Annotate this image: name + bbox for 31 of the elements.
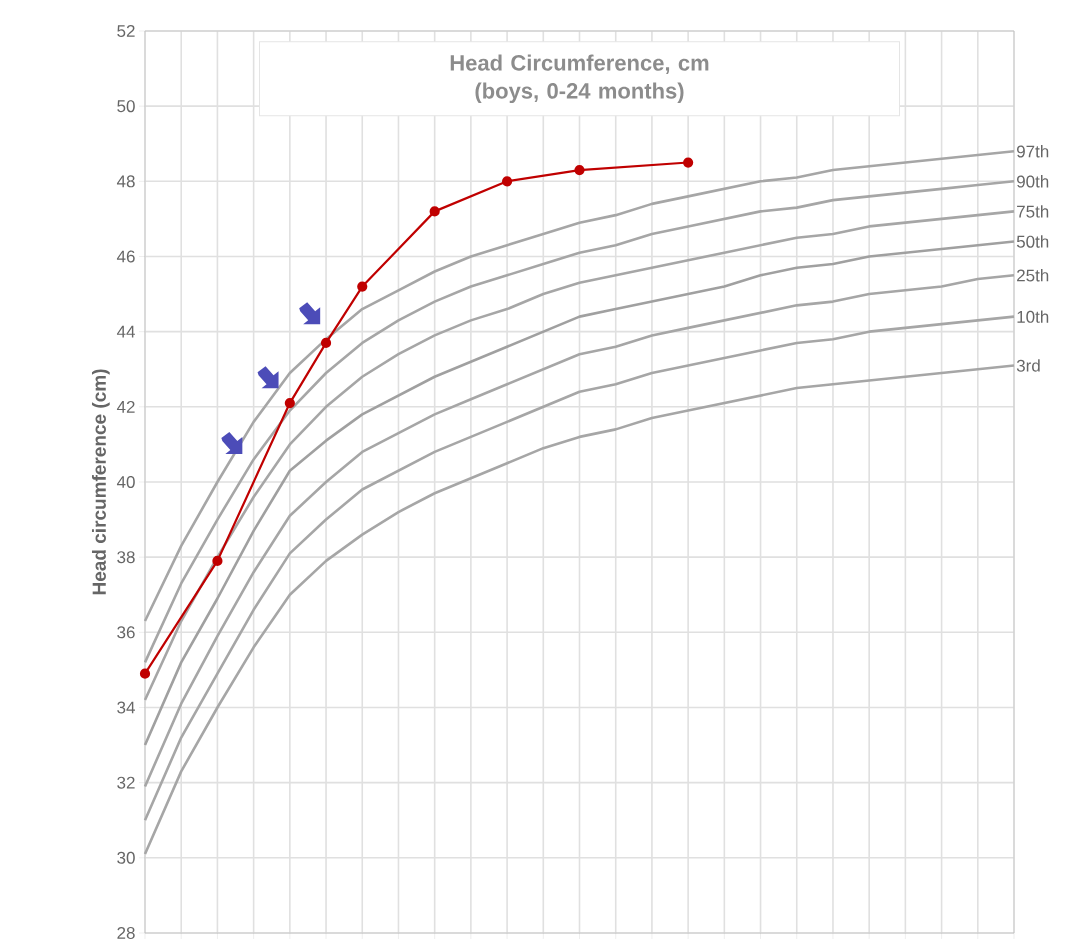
y-axis-title: Head circumference (cm) (91, 369, 110, 595)
y-tick-label: 36 (117, 626, 135, 639)
y-tick-label: 48 (116, 175, 135, 188)
y-tick-label: 42 (116, 400, 135, 413)
y-tick-label: 32 (117, 776, 135, 789)
y-tick-label: 44 (116, 325, 135, 338)
point (212, 555, 223, 567)
point (501, 176, 513, 187)
series-label: 75th (1017, 205, 1049, 218)
series-label: 50th (1016, 235, 1049, 248)
y-tick-label: 50 (117, 100, 135, 113)
series-label: 25th (1017, 269, 1049, 282)
text: Head Circumference, cm (boys, 0-24 months) (450, 54, 709, 104)
series-label: 97th (1017, 145, 1049, 158)
y-tick-label: 34 (117, 701, 135, 714)
series-label: 3rd (1016, 359, 1040, 372)
point (139, 668, 151, 679)
point (683, 157, 694, 168)
point (429, 206, 440, 217)
y-tick-label: 40 (116, 475, 135, 489)
point (320, 337, 332, 349)
y-tick-label: 38 (117, 551, 135, 564)
point (284, 397, 295, 409)
y-tick-label: 46 (116, 250, 135, 263)
point (574, 164, 585, 176)
y-tick-label: 30 (117, 851, 135, 864)
series-label: 90th (1017, 175, 1049, 188)
point (357, 281, 368, 292)
y-tick-label: 52 (117, 24, 135, 38)
series-label: 10th (1017, 310, 1049, 323)
y-tick-label: 28 (117, 926, 135, 940)
